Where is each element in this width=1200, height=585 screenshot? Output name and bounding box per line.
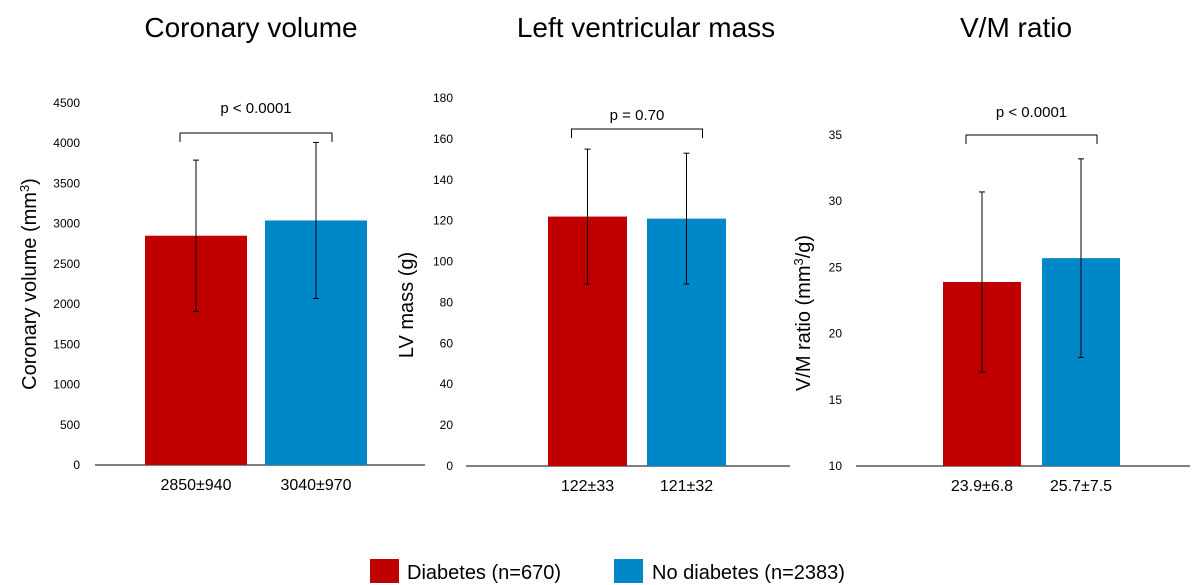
- y-tick-label: 40: [440, 377, 454, 391]
- legend-label: No diabetes (n=2383): [652, 562, 845, 584]
- y-tick-label: 100: [433, 255, 453, 269]
- legend-label: Diabetes (n=670): [407, 562, 561, 584]
- category-label: 2850±940: [160, 477, 231, 494]
- category-label: 122±33: [561, 478, 614, 495]
- y-tick-label: 10: [829, 459, 843, 473]
- y-tick-label: 500: [60, 418, 80, 432]
- y-tick-label: 20: [829, 327, 843, 341]
- y-axis-label: LV mass (g): [396, 252, 418, 358]
- y-tick-label: 4500: [53, 96, 80, 110]
- category-label: 23.9±6.8: [951, 478, 1013, 495]
- y-tick-label: 80: [440, 295, 454, 309]
- significance-bracket: [965, 134, 1098, 144]
- y-tick-label: 35: [829, 128, 843, 142]
- chart-title: Coronary volume: [144, 12, 357, 43]
- y-tick-label: 25: [829, 260, 843, 274]
- y-tick-label: 3500: [53, 176, 80, 190]
- y-tick-label: 180: [433, 91, 453, 105]
- y-axis-label: Coronary volume (mm3): [17, 178, 42, 390]
- y-tick-label: 1500: [53, 337, 80, 351]
- p-value-label: p < 0.0001: [220, 100, 291, 117]
- p-value-label: p = 0.70: [610, 107, 665, 124]
- y-tick-label: 2000: [53, 297, 80, 311]
- significance-bracket: [571, 128, 703, 138]
- category-label: 121±32: [660, 478, 713, 495]
- p-value-label: p < 0.0001: [996, 104, 1067, 121]
- y-tick-label: 60: [440, 336, 454, 350]
- y-tick-label: 20: [440, 418, 454, 432]
- category-label: 3040±970: [280, 477, 351, 494]
- y-tick-label: 4000: [53, 136, 80, 150]
- category-label: 25.7±7.5: [1050, 478, 1112, 495]
- chart-title: Left ventricular mass: [517, 12, 775, 43]
- y-tick-label: 0: [73, 458, 80, 472]
- y-tick-label: 3000: [53, 217, 80, 231]
- legend-swatch: [370, 559, 399, 583]
- y-tick-label: 160: [433, 132, 453, 146]
- y-tick-label: 2500: [53, 257, 80, 271]
- y-tick-label: 120: [433, 214, 453, 228]
- y-tick-label: 140: [433, 173, 453, 187]
- y-axis-label: V/M ratio (mm3/g): [791, 235, 816, 391]
- legend-swatch: [614, 559, 643, 583]
- y-tick-label: 15: [829, 393, 843, 407]
- y-tick-label: 30: [829, 194, 843, 208]
- y-tick-label: 1000: [53, 378, 80, 392]
- significance-bracket: [179, 132, 333, 142]
- y-tick-label: 0: [446, 459, 453, 473]
- chart-title: V/M ratio: [960, 12, 1072, 43]
